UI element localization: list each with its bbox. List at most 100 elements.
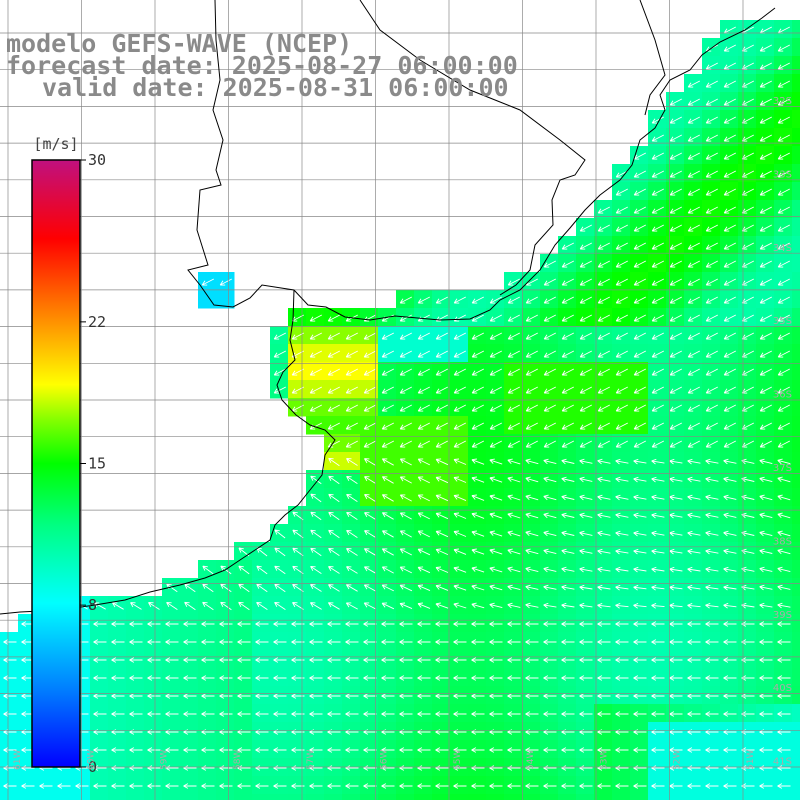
wind-arrow — [327, 747, 341, 753]
wind-speed-cell — [648, 434, 667, 453]
wind-speed-cell — [576, 614, 595, 633]
wind-arrow — [381, 602, 395, 610]
wind-speed-cell — [720, 488, 739, 507]
title-forecast-date: forecast date: 2025-08-27 06:00:00 — [6, 51, 518, 80]
wind-speed-cell — [450, 704, 469, 723]
wind-arrow — [489, 386, 503, 394]
wind-speed-cell — [144, 614, 163, 633]
wind-speed-cell — [54, 776, 73, 795]
wind-speed-cell — [378, 416, 397, 435]
wind-speed-cell — [792, 290, 800, 309]
wind-speed-cell — [720, 326, 739, 345]
wind-arrow — [759, 566, 773, 573]
wind-speed-cell — [702, 74, 721, 93]
wind-speed-cell — [612, 182, 631, 201]
wind-speed-cell — [792, 272, 800, 291]
wind-speed-cell — [792, 308, 800, 327]
wind-arrow — [597, 314, 611, 322]
wind-arrow — [759, 476, 773, 483]
wind-speed-cell — [702, 110, 721, 129]
wind-arrow — [111, 639, 125, 645]
wind-speed-cell — [558, 614, 577, 633]
wind-arrow — [435, 530, 449, 538]
wind-speed-cell — [738, 92, 757, 111]
wind-arrow — [543, 566, 557, 573]
wind-speed-cell — [792, 218, 800, 237]
wind-speed-cell — [540, 668, 559, 687]
title-model: modelo GEFS-WAVE (NCEP) — [6, 29, 353, 58]
wind-arrow — [615, 368, 629, 376]
wind-arrow — [579, 693, 593, 699]
wind-arrow — [723, 711, 737, 717]
wind-speed-cell — [612, 722, 631, 741]
wind-speed-cell — [756, 596, 775, 615]
wind-arrow — [273, 675, 287, 681]
wind-arrow — [705, 278, 719, 286]
wind-arrow — [651, 278, 665, 286]
wind-arrow — [471, 386, 485, 394]
wind-speed-cell — [414, 416, 433, 435]
wind-arrow — [687, 512, 701, 519]
wind-arrow — [148, 602, 160, 610]
wind-speed-cell — [108, 776, 127, 795]
wind-arrow — [723, 44, 737, 52]
wind-arrow — [651, 170, 665, 178]
wind-speed-cell — [558, 560, 577, 579]
wind-speed-cell — [756, 236, 775, 255]
wind-arrow — [579, 783, 593, 789]
wind-speed-cell — [720, 92, 739, 111]
wind-speed-cell — [396, 704, 415, 723]
wind-speed-cell — [702, 164, 721, 183]
wind-speed-cell — [216, 740, 235, 759]
wind-arrow — [363, 332, 377, 340]
wind-arrow — [543, 783, 557, 789]
wind-speed-cell — [108, 668, 127, 687]
wind-arrow — [579, 584, 593, 591]
wind-arrow — [543, 512, 557, 519]
wind-arrow — [777, 512, 791, 519]
wind-speed-cell — [756, 308, 775, 327]
wind-arrow — [525, 747, 539, 753]
wind-speed-cell — [198, 722, 217, 741]
wind-speed-cell — [702, 326, 721, 345]
wind-arrow — [705, 639, 719, 645]
wind-speed-cell — [468, 614, 487, 633]
wind-arrow — [363, 602, 377, 610]
wind-speed-cell — [378, 686, 397, 705]
wind-arrow — [525, 350, 539, 358]
wind-speed-cell — [666, 776, 685, 795]
wind-arrow — [399, 566, 413, 574]
colorbar-tick-label: 15 — [88, 455, 106, 473]
wind-speed-cell — [702, 272, 721, 291]
wind-speed-cell — [792, 470, 800, 489]
wind-speed-cell — [576, 272, 595, 291]
wind-speed-cell — [630, 596, 649, 615]
wind-arrow — [561, 639, 575, 645]
wind-arrow — [687, 657, 701, 663]
wind-arrow — [759, 62, 773, 70]
wind-speed-cell — [540, 578, 559, 597]
wind-arrow — [525, 602, 539, 609]
wind-arrow — [310, 584, 322, 592]
wind-arrow — [435, 621, 449, 627]
wind-arrow — [256, 601, 268, 610]
wind-speed-cell — [522, 668, 541, 687]
wind-arrow — [453, 657, 467, 663]
wind-arrow — [723, 188, 737, 196]
wind-speed-cell — [702, 92, 721, 111]
wind-speed-cell — [324, 308, 343, 327]
wind-speed-cell — [630, 794, 649, 800]
wind-arrow — [741, 512, 755, 519]
wind-speed-cell — [738, 740, 757, 759]
wind-speed-cell — [684, 398, 703, 417]
wind-speed-cell — [648, 218, 667, 237]
wind-arrow — [687, 621, 701, 627]
wind-speed-cell — [720, 128, 739, 147]
wind-arrow — [633, 602, 647, 609]
wind-arrow — [723, 224, 737, 232]
wind-speed-cell — [324, 398, 343, 417]
wind-arrow — [633, 639, 647, 645]
wind-arrow — [328, 475, 340, 485]
wind-arrow — [363, 386, 377, 394]
